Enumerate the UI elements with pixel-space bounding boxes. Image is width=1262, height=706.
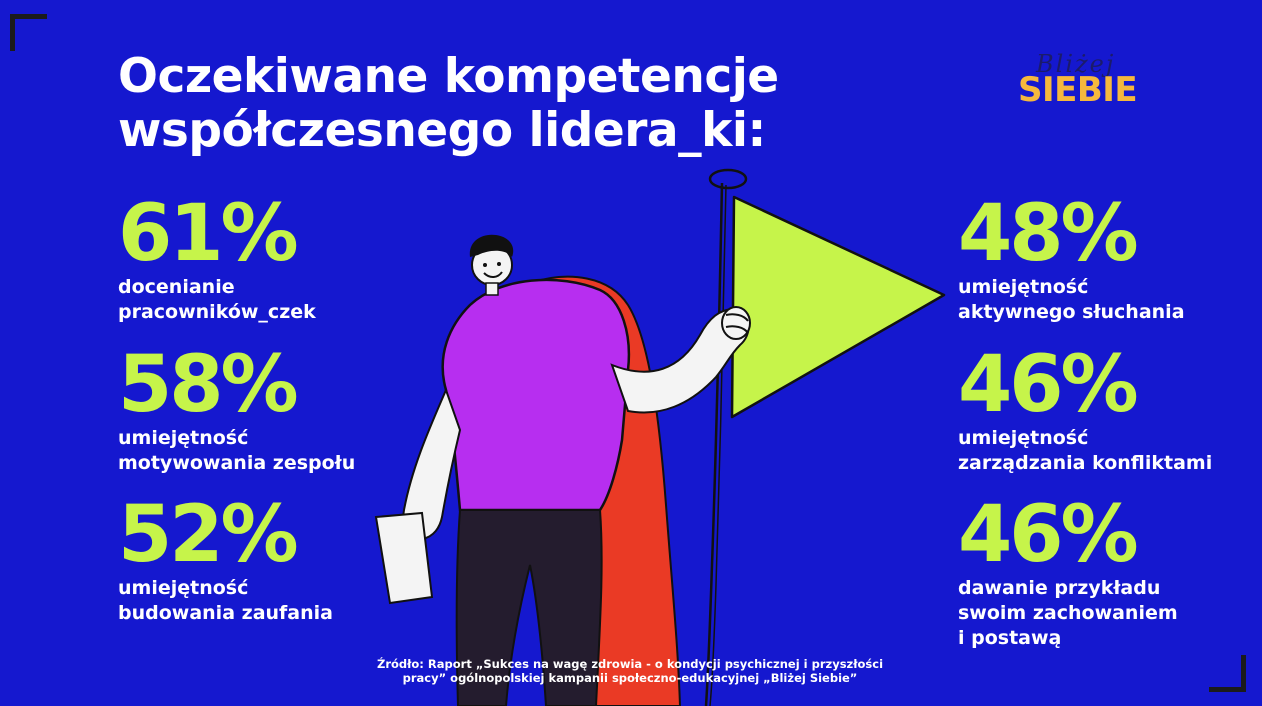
leader-with-flag-illustration [374,168,946,706]
neck [485,282,499,296]
source-line: pracy” ogólnopolskiej kampanii społeczno… [402,671,858,685]
stat-block: 52% umiejętność budowania zaufania [118,495,333,625]
stat-label-line: swoim zachowaniem [958,602,1178,624]
blizej-siebie-logo: Bliżej SIEBIE [1016,50,1156,110]
stat-label-line: i postawą [958,627,1062,649]
stat-label-line: motywowania zespołu [118,452,356,474]
stat-label-line: umiejętność [118,577,249,599]
paper-sheet [374,511,434,605]
legs [455,509,603,706]
corner-frame-bottom-right [1209,655,1246,692]
stat-block: 46% umiejętność zarządzania konfliktami [958,345,1212,475]
stat-value: 46% [958,340,1139,430]
stat-block: 48% umiejętność aktywnego słuchania [958,194,1185,324]
stat-label-line: docenianie [118,276,235,298]
logo-script-text: Bliżej [1036,50,1116,78]
stat-block: 58% umiejętność motywowania zespołu [118,345,355,475]
source-line: Źródło: Raport „Sukces na wagę zdrowia -… [376,657,884,671]
flag [730,195,946,419]
page-title: Oczekiwane kompetencje współczesnego lid… [118,49,779,158]
hand-on-pole [721,306,751,340]
purple-shirt [441,278,631,512]
stat-value: 46% [958,490,1139,580]
stat-value: 52% [118,490,299,580]
stat-block: 61% docenianie pracowników_czek [118,194,316,324]
flagpole [704,168,748,706]
stat-block: 46% dawanie przykładu swoim zachowaniem … [958,495,1178,650]
stat-label-line: aktywnego słuchania [958,301,1185,323]
stat-value: 48% [958,189,1139,279]
stat-value: 58% [118,340,299,430]
stat-label-line: budowania zaufania [118,602,333,624]
stat-label-line: pracowników_czek [118,301,316,323]
stat-label-line: umiejętność [958,276,1089,298]
corner-frame-top-left [10,14,47,51]
logo-word: SIEBIE [1018,70,1138,110]
stat-label-line: dawanie przykładu [958,577,1161,599]
stat-label-line: umiejętność [118,427,249,449]
head [469,234,514,286]
stat-value: 61% [118,189,299,279]
stat-label-line: umiejętność [958,427,1089,449]
stat-label-line: zarządzania konfliktami [958,452,1213,474]
source-note: Źródło: Raport „Sukces na wagę zdrowia -… [370,657,890,685]
